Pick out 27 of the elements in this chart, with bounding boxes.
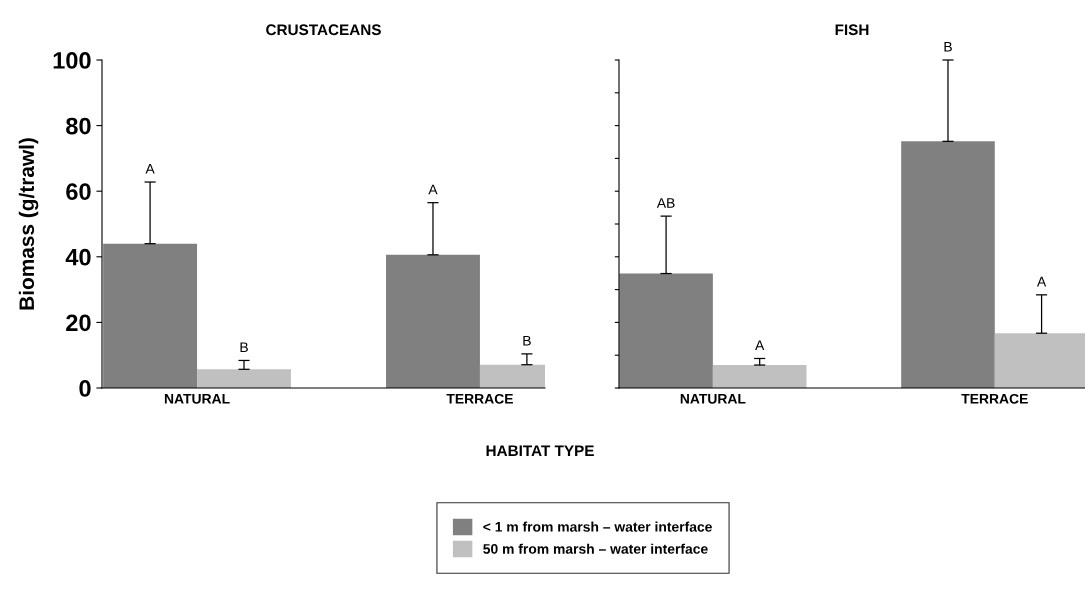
annotation: AB bbox=[656, 198, 675, 208]
y-tick-label: 60 bbox=[66, 183, 91, 200]
bar bbox=[619, 273, 713, 388]
annotation: A bbox=[755, 340, 765, 351]
bar bbox=[712, 365, 807, 388]
y-tick-label: 0 bbox=[79, 380, 91, 397]
annotation: B bbox=[240, 342, 248, 353]
annotation: A bbox=[428, 184, 438, 195]
y-tick-label: 100 bbox=[53, 52, 91, 69]
x-axis-title: HABITAT TYPE bbox=[486, 445, 594, 456]
bar bbox=[901, 141, 995, 388]
x-tick-label: TERRACE bbox=[961, 393, 1028, 404]
annotation: A bbox=[1036, 276, 1047, 287]
y-tick-label: 40 bbox=[65, 248, 91, 266]
text: B bbox=[944, 42, 952, 52]
annotation: A bbox=[145, 164, 155, 174]
legend-label: < 1 m from marsh – water interface bbox=[483, 521, 712, 532]
y-axis-title: Biomass (g/trawl) bbox=[18, 138, 39, 310]
annotation: B bbox=[523, 335, 531, 346]
legend-label: 50 m from marsh – water interface bbox=[483, 543, 708, 554]
y-tick-label: 20 bbox=[66, 314, 91, 332]
chart-title: CRUSTACEANS bbox=[266, 24, 381, 36]
x-tick-label: NATURAL bbox=[164, 394, 230, 404]
chart-title: FISH bbox=[835, 24, 869, 36]
x-tick-label: TERRACE bbox=[446, 393, 513, 404]
x-tick-label: NATURAL bbox=[680, 394, 746, 404]
y-tick-label: 80 bbox=[66, 117, 91, 135]
